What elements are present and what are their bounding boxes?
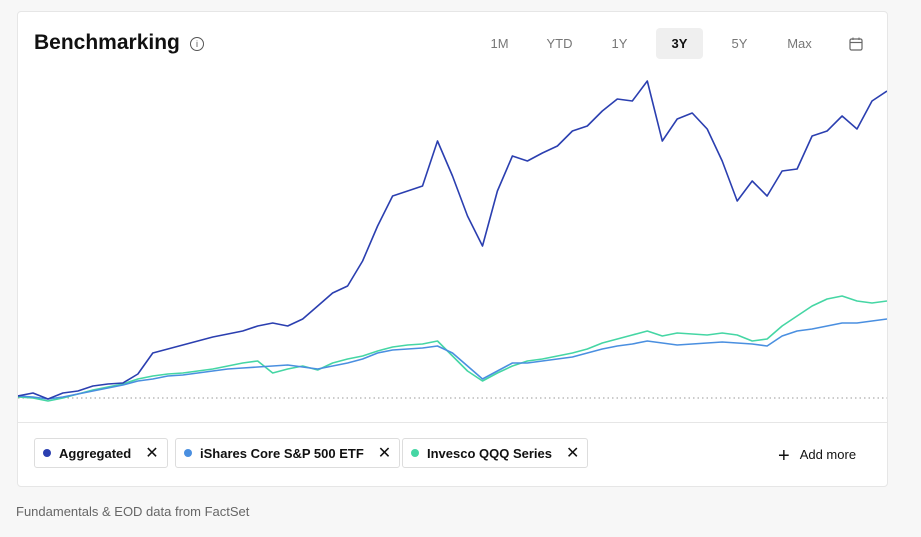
footer: Fundamentals & EOD data from FactSet xyxy=(16,504,250,519)
remove-button[interactable]: ✕ xyxy=(145,445,159,462)
divider xyxy=(18,422,887,423)
legend-dot xyxy=(184,449,192,457)
legend-label: iShares Core S&P 500 ETF xyxy=(200,445,364,461)
legend-dot xyxy=(43,449,51,457)
legend-label: Invesco QQQ Series xyxy=(427,445,553,461)
range-button[interactable]: 5Y xyxy=(731,36,748,51)
range-button[interactable]: 3Y xyxy=(656,28,703,59)
range-button[interactable]: Max xyxy=(787,36,812,51)
range-button[interactable]: 1Y xyxy=(611,36,628,51)
range-button[interactable]: 1M xyxy=(490,36,509,51)
series-line xyxy=(18,80,887,400)
remove-button[interactable]: ✕ xyxy=(377,445,392,462)
legend-chip[interactable]: Aggregated ✕ xyxy=(34,438,168,468)
range-button[interactable]: YTD xyxy=(546,36,573,51)
title: Benchmarking xyxy=(34,31,180,54)
info-icon[interactable]: i xyxy=(190,37,204,51)
series-line xyxy=(18,318,887,400)
legend-label: Aggregated xyxy=(59,445,132,461)
legend-chip[interactable]: iShares Core S&P 500 ETF ✕ xyxy=(175,438,401,468)
chart xyxy=(18,80,887,402)
card: Benchmarking i + Add more 1M YTD 1Y 3Y 5Y Max A… xyxy=(17,11,888,487)
add-more[interactable]: + Add more xyxy=(778,445,857,467)
legend-dot xyxy=(411,449,419,457)
remove-button[interactable]: ✕ xyxy=(566,445,580,462)
legend-chip[interactable]: Invesco QQQ Series ✕ xyxy=(402,438,589,468)
series-line xyxy=(18,295,887,402)
add-more-label: Add more xyxy=(799,447,857,462)
calendar-icon[interactable] xyxy=(849,37,863,51)
